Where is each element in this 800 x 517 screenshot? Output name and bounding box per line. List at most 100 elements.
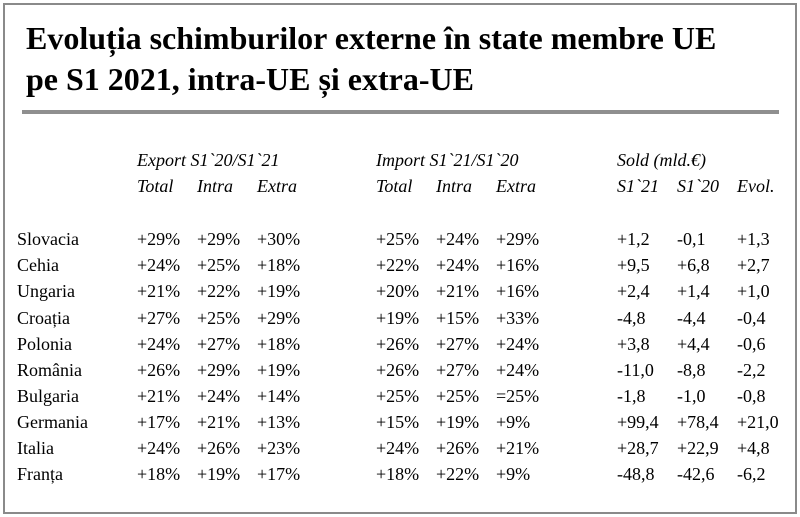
sold-s120-cell: +1,4 xyxy=(677,281,710,301)
import-total-header: Total xyxy=(376,176,413,196)
export-total-cell: +26% xyxy=(137,360,181,380)
sold-s121-cell: -48,8 xyxy=(617,464,655,484)
export-total-cell: +21% xyxy=(137,281,181,301)
row-country: Italia xyxy=(17,438,54,458)
sold-s120-cell: +78,4 xyxy=(677,412,719,432)
title-divider xyxy=(22,110,779,114)
export-total-cell: +18% xyxy=(137,464,181,484)
export-group-header: Export S1`20/S1`21 xyxy=(137,150,280,170)
sold-s121-cell: -4,8 xyxy=(617,308,646,328)
import-intra-cell: +19% xyxy=(436,412,480,432)
export-total-cell: +24% xyxy=(137,438,181,458)
row-country: Germania xyxy=(17,412,88,432)
sold-evol-cell: +1,0 xyxy=(737,281,770,301)
sold-s120-cell: +4,4 xyxy=(677,334,710,354)
import-extra-cell: +9% xyxy=(496,464,531,484)
export-intra-cell: +25% xyxy=(197,255,241,275)
row-country: Cehia xyxy=(17,255,59,275)
export-extra-cell: +29% xyxy=(257,308,301,328)
export-intra-cell: +19% xyxy=(197,464,241,484)
export-extra-cell: +14% xyxy=(257,386,301,406)
sold-evol-header: Evol. xyxy=(737,176,775,196)
sold-s121-cell: -1,8 xyxy=(617,386,646,406)
export-intra-cell: +24% xyxy=(197,386,241,406)
export-intra-cell: +27% xyxy=(197,334,241,354)
sold-s120-cell: -42,6 xyxy=(677,464,715,484)
import-extra-cell: +21% xyxy=(496,438,540,458)
sold-evol-cell: +1,3 xyxy=(737,229,770,249)
import-total-cell: +22% xyxy=(376,255,420,275)
sold-s121-header: S1`21 xyxy=(617,176,659,196)
import-intra-cell: +25% xyxy=(436,386,480,406)
sold-evol-cell: +4,8 xyxy=(737,438,770,458)
import-total-cell: +25% xyxy=(376,386,420,406)
import-total-cell: +26% xyxy=(376,334,420,354)
table-frame xyxy=(3,3,797,514)
export-extra-cell: +19% xyxy=(257,360,301,380)
sold-evol-cell: -2,2 xyxy=(737,360,766,380)
page-title: Evoluția schimburilor externe în state m… xyxy=(26,18,766,100)
export-total-cell: +17% xyxy=(137,412,181,432)
import-total-cell: +18% xyxy=(376,464,420,484)
sold-group-header: Sold (mld.€) xyxy=(617,150,706,170)
import-intra-cell: +27% xyxy=(436,334,480,354)
export-total-cell: +24% xyxy=(137,334,181,354)
export-intra-cell: +29% xyxy=(197,360,241,380)
export-intra-cell: +22% xyxy=(197,281,241,301)
sold-evol-cell: -0,6 xyxy=(737,334,766,354)
export-total-cell: +27% xyxy=(137,308,181,328)
sold-s120-cell: -1,0 xyxy=(677,386,706,406)
import-intra-cell: +24% xyxy=(436,229,480,249)
row-country: Slovacia xyxy=(17,229,79,249)
import-intra-cell: +27% xyxy=(436,360,480,380)
export-extra-cell: +18% xyxy=(257,255,301,275)
title-line-1: Evoluția schimburilor externe în state m… xyxy=(26,20,717,56)
export-extra-cell: +18% xyxy=(257,334,301,354)
import-extra-cell: +9% xyxy=(496,412,531,432)
sold-evol-cell: -6,2 xyxy=(737,464,766,484)
import-intra-cell: +21% xyxy=(436,281,480,301)
sold-evol-cell: -0,8 xyxy=(737,386,766,406)
sold-s120-header: S1`20 xyxy=(677,176,719,196)
import-total-cell: +26% xyxy=(376,360,420,380)
import-extra-cell: +24% xyxy=(496,360,540,380)
export-extra-cell: +17% xyxy=(257,464,301,484)
sold-s120-cell: +22,9 xyxy=(677,438,719,458)
sold-s121-cell: +1,2 xyxy=(617,229,650,249)
import-total-cell: +25% xyxy=(376,229,420,249)
export-total-cell: +21% xyxy=(137,386,181,406)
sold-s121-cell: +28,7 xyxy=(617,438,659,458)
import-extra-cell: +29% xyxy=(496,229,540,249)
row-country: Franța xyxy=(17,464,63,484)
import-group-header: Import S1`21/S1`20 xyxy=(376,150,519,170)
import-intra-cell: +24% xyxy=(436,255,480,275)
export-extra-cell: +19% xyxy=(257,281,301,301)
sold-s120-cell: -4,4 xyxy=(677,308,706,328)
sold-s121-cell: -11,0 xyxy=(617,360,654,380)
sold-s120-cell: -0,1 xyxy=(677,229,706,249)
import-extra-header: Extra xyxy=(496,176,536,196)
export-intra-cell: +25% xyxy=(197,308,241,328)
import-extra-cell: =25% xyxy=(496,386,540,406)
sold-s120-cell: -8,8 xyxy=(677,360,706,380)
import-total-cell: +15% xyxy=(376,412,420,432)
import-total-cell: +20% xyxy=(376,281,420,301)
sold-s121-cell: +99,4 xyxy=(617,412,659,432)
title-line-2: pe S1 2021, intra-UE și extra-UE xyxy=(26,61,474,97)
sold-evol-cell: +2,7 xyxy=(737,255,770,275)
import-extra-cell: +33% xyxy=(496,308,540,328)
export-intra-cell: +26% xyxy=(197,438,241,458)
export-intra-header: Intra xyxy=(197,176,233,196)
row-country: Ungaria xyxy=(17,281,75,301)
export-extra-cell: +30% xyxy=(257,229,301,249)
export-extra-cell: +23% xyxy=(257,438,301,458)
export-intra-cell: +29% xyxy=(197,229,241,249)
import-extra-cell: +16% xyxy=(496,281,540,301)
row-country: Polonia xyxy=(17,334,73,354)
export-total-header: Total xyxy=(137,176,174,196)
export-extra-header: Extra xyxy=(257,176,297,196)
import-intra-cell: +15% xyxy=(436,308,480,328)
row-country: Croația xyxy=(17,308,70,328)
import-intra-header: Intra xyxy=(436,176,472,196)
sold-evol-cell: +21,0 xyxy=(737,412,779,432)
